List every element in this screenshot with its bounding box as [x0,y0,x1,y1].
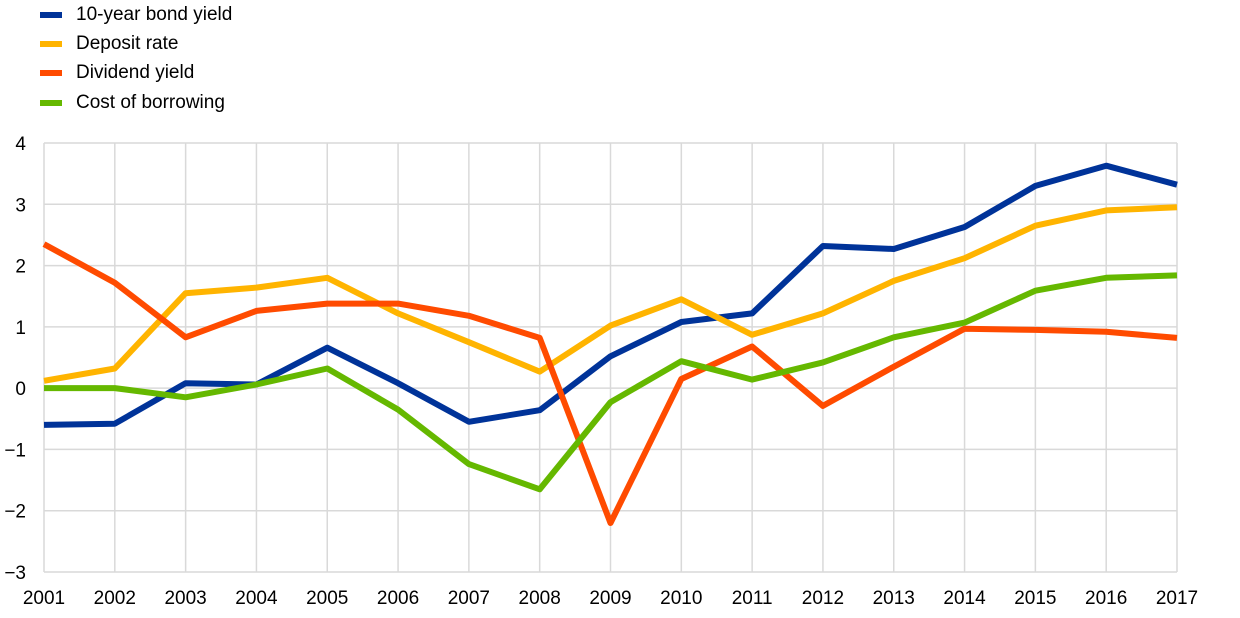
y-tick-label: 1 [15,318,26,339]
x-tick-label: 2006 [377,588,419,609]
series-line [43,204,1178,384]
legend-swatch [40,11,62,18]
x-tick-label: 2008 [519,588,561,609]
legend-swatch [40,99,62,106]
y-tick-label: 2 [15,257,26,278]
y-tick-label: 4 [15,134,26,155]
x-tick-label: 2012 [802,588,844,609]
series-line [43,162,1178,428]
x-tick-label: 2009 [589,588,631,609]
legend-item: 10-year bond yield [40,0,232,29]
x-tick-label: 2003 [164,588,206,609]
x-axis: 2001 2002 2003 2004 2005 2006 2007 2008 2009 2010… [23,588,1198,609]
y-tick-label: 3 [15,195,26,216]
legend-label: Cost of borrowing [76,91,225,113]
x-tick-label: 2015 [1014,588,1056,609]
y-tick-label: −3 [4,563,26,584]
x-tick-label: 2013 [873,588,915,609]
x-tick-label: 2004 [235,588,278,609]
x-tick-label: 2002 [94,588,136,609]
y-tick-label: −1 [4,440,26,461]
x-tick-label: 2007 [448,588,490,609]
x-tick-label: 2017 [1156,588,1198,609]
x-tick-label: 2011 [732,588,773,609]
chart-legend: 10-year bond yield Deposit rate Dividend y… [40,0,232,117]
series-line [44,272,1178,493]
legend-label: Deposit rate [76,32,179,54]
x-tick-label: 2005 [306,588,348,609]
legend-item: Deposit rate [40,29,232,58]
y-tick-label: 0 [15,379,26,400]
y-axis: 4 3 2 1 0 −1 −2 −3 [4,134,26,584]
y-tick-label: −2 [4,502,26,523]
legend-item: Cost of borrowing [40,88,232,117]
legend-item: Dividend yield [40,59,232,88]
legend-swatch [40,40,62,47]
x-tick-label: 2016 [1085,588,1127,609]
legend-label: Dividend yield [76,62,195,84]
x-tick-label: 2010 [660,588,702,609]
x-tick-label: 2001 [23,588,65,609]
series-line [42,241,1178,526]
legend-label: 10-year bond yield [76,3,233,25]
chart-series [42,162,1178,526]
x-tick-label: 2014 [943,588,986,609]
legend-swatch [40,70,62,77]
